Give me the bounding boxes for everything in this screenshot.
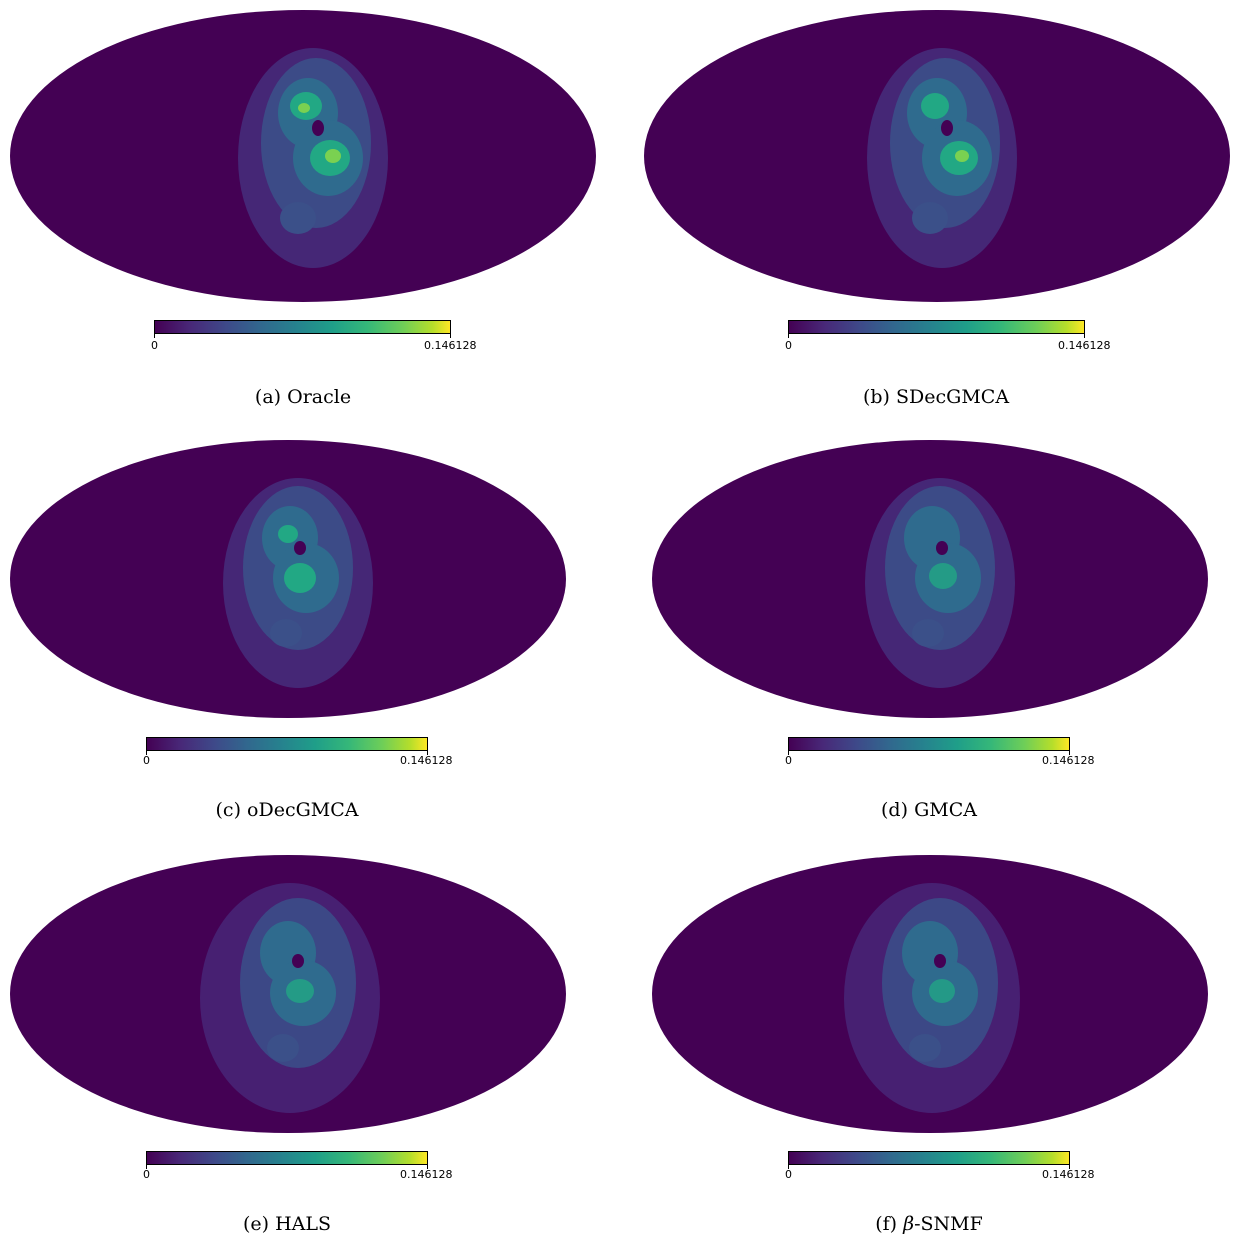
colorbar: [788, 1151, 1070, 1165]
colorbar: [788, 320, 1085, 334]
colorbar-min-label: 0: [785, 1168, 792, 1181]
colorbar-min-label: 0: [143, 754, 150, 767]
beta-symbol: β: [903, 1213, 915, 1235]
colorbar-max-label: 0.146128: [400, 1168, 453, 1181]
colorbar-max-label: 0.146128: [424, 339, 477, 352]
colorbar: [146, 1151, 428, 1165]
colorbar-max-label: 0.146128: [400, 754, 453, 767]
colorbar-min-label: 0: [143, 1168, 150, 1181]
colorbar-min-label: 0: [785, 754, 792, 767]
caption-beta-snmf: (f) β-SNMF: [875, 1213, 983, 1235]
colorbar-max-label: 0.146128: [1042, 1168, 1095, 1181]
caption-odecgmca: (c) oDecGMCA: [215, 799, 359, 821]
caption-hals: (e) HALS: [242, 1213, 332, 1235]
caption-gmca: (d) GMCA: [881, 799, 977, 821]
colorbar-max-label: 0.146128: [1058, 339, 1111, 352]
colorbar: [146, 737, 428, 751]
skymap-odecgmca: [10, 440, 566, 718]
skymap-oracle: [10, 10, 596, 302]
colorbar: [154, 320, 451, 334]
caption-oracle: (a) Oracle: [254, 386, 352, 408]
caption-sdecgmca: (b) SDecGMCA: [862, 386, 1010, 408]
skymap-sdecgmca: [644, 10, 1230, 302]
colorbar-max-label: 0.146128: [1042, 754, 1095, 767]
colorbar-min-label: 0: [785, 339, 792, 352]
skymap-hals: [10, 855, 566, 1133]
colorbar-min-label: 0: [151, 339, 158, 352]
colorbar: [788, 737, 1070, 751]
skymap-beta-snmf: [652, 855, 1208, 1133]
emission-blob: [238, 48, 388, 268]
skymap-gmca: [652, 440, 1208, 718]
